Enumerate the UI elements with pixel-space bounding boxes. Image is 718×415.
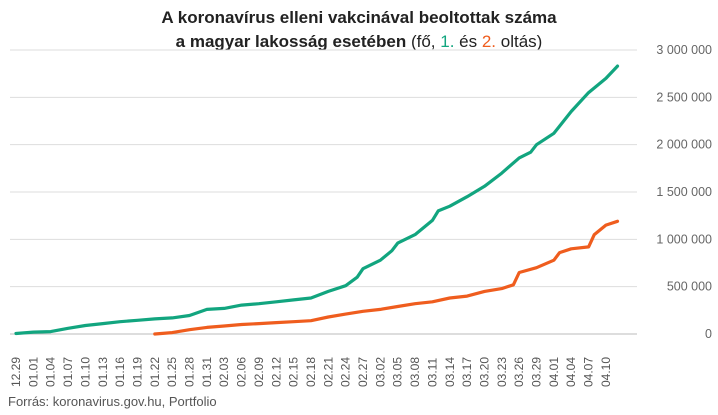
chart-title: A koronavírus elleni vakcinával beoltott… (0, 6, 718, 54)
x-tick-label: 02.12 (269, 357, 283, 387)
y-tick-label: 500 000 (667, 280, 712, 294)
y-tick-label: 1 500 000 (656, 185, 712, 199)
y-tick-label: 0 (705, 327, 712, 341)
x-tick-label: 03.26 (512, 357, 526, 387)
x-tick-label: 02.21 (321, 357, 335, 387)
legend-key-first-dose: 1. (440, 32, 455, 51)
x-tick-label: 03.23 (495, 357, 509, 387)
x-tick-label: 03.20 (477, 357, 491, 387)
x-tick-label: 03.05 (391, 357, 405, 387)
x-tick-label: 01.25 (165, 357, 179, 387)
x-tick-label: 03.08 (408, 357, 422, 387)
x-tick-label: 01.04 (44, 357, 58, 387)
chart-title-line-1: A koronavírus elleni vakcinával beoltott… (161, 8, 557, 27)
x-tick-label: 02.24 (339, 357, 353, 387)
x-tick-label: 04.10 (599, 357, 613, 387)
x-tick-label: 01.19 (130, 357, 144, 387)
x-tick-label: 03.17 (460, 357, 474, 387)
series-line-second-dose (153, 219, 620, 336)
y-tick-label: 1 000 000 (656, 232, 712, 246)
series-lines (14, 64, 620, 336)
x-tick-label: 12.29 (9, 357, 23, 387)
x-tick-label: 01.28 (183, 357, 197, 387)
x-tick-label: 03.29 (530, 357, 544, 387)
source-note: Forrás: koronavirus.gov.hu, Portfolio (8, 394, 217, 409)
x-tick-label: 01.31 (200, 357, 214, 387)
series-line-first-dose (14, 64, 620, 336)
x-tick-label: 02.06 (235, 357, 249, 387)
grid-lines (10, 49, 637, 335)
x-tick-label: 04.04 (564, 357, 578, 387)
x-tick-label: 01.16 (113, 357, 127, 387)
x-tick-label: 01.13 (96, 357, 110, 387)
x-tick-label: 03.14 (443, 357, 457, 387)
x-tick-label: 02.09 (252, 357, 266, 387)
legend-key-second-dose: 2. (481, 32, 497, 51)
y-tick-label: 2 500 000 (656, 90, 712, 104)
x-tick-label: 01.07 (61, 357, 75, 387)
x-tick-label: 01.22 (148, 357, 162, 387)
x-tick-label: 02.15 (287, 357, 301, 387)
x-tick-label: 01.01 (26, 357, 40, 387)
y-axis-tick-labels: 0 500 000 1 000 000 1 500 000 2 000 000 2 500… (656, 43, 712, 341)
x-tick-label: 02.03 (217, 357, 231, 387)
x-tick-label: 01.10 (78, 357, 92, 387)
x-tick-label: 03.11 (425, 358, 439, 387)
x-axis-tick-labels: 12.29 01.01 01.04 01.07 01.10 01.13 01.16 01.19… (9, 357, 613, 387)
y-tick-label: 3 000 000 (656, 43, 712, 57)
x-tick-label: 02.18 (304, 357, 318, 387)
x-tick-label: 04.01 (547, 357, 561, 387)
x-tick-label: 03.02 (373, 357, 387, 387)
x-tick-label: 04.07 (582, 357, 596, 387)
x-tick-label: 02.27 (356, 357, 370, 387)
chart-title-line-2: a magyar lakosság esetében (fő, 1. és 2.… (175, 32, 543, 51)
y-tick-label: 2 000 000 (656, 138, 712, 152)
